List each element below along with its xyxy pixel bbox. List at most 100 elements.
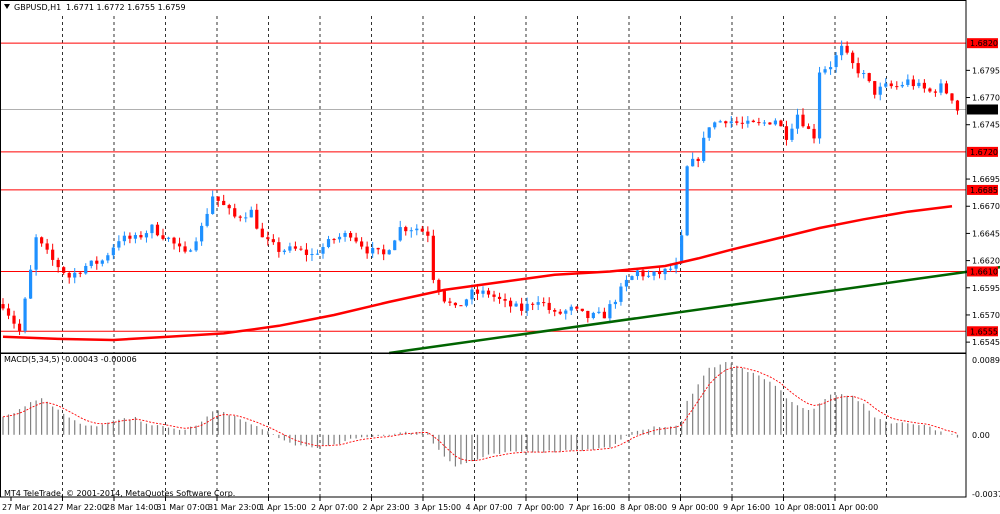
candle-body	[944, 83, 949, 94]
candle-body	[89, 260, 93, 266]
level-price-label: 1.6820	[970, 39, 998, 48]
ohlc-label: 1.6771 1.6772 1.6755 1.6759	[66, 3, 186, 12]
candle-body	[713, 122, 717, 128]
candle-body	[172, 237, 176, 244]
candle-body	[950, 93, 954, 101]
candle-body	[845, 45, 849, 53]
candle-body	[387, 250, 391, 255]
candle-body	[906, 79, 910, 85]
candle-body	[95, 260, 99, 264]
candle-body	[608, 304, 612, 319]
candle-body	[326, 239, 331, 248]
time-tick-label: 3 Apr 15:00	[414, 503, 461, 512]
candle-body	[691, 158, 695, 167]
candle-body	[531, 303, 535, 305]
symbol-label: GBPUSD,H1	[14, 3, 61, 12]
level-price-label: 1.6555	[970, 327, 998, 336]
moving-average-line	[2, 204, 953, 342]
time-tick-label: 27 Mar 22:00	[54, 503, 107, 512]
dropdown-triangle-icon[interactable]	[4, 4, 10, 9]
candle-body	[558, 311, 562, 314]
candle-body	[17, 323, 22, 331]
candle-body	[161, 235, 165, 239]
price-tick-label: 1.6545	[972, 338, 1000, 347]
candle-body	[382, 249, 386, 255]
level-price-tag	[967, 266, 998, 277]
candle-body	[657, 271, 662, 275]
candle-body	[23, 298, 27, 331]
time-tick-label: 9 Apr 00:00	[672, 503, 719, 512]
candle-body	[795, 114, 800, 129]
time-tick-label: 8 Apr 08:00	[620, 503, 667, 512]
watermark: MT4 TeleTrade, © 2001-2014, MetaQuotes S…	[4, 489, 235, 498]
candle-body	[453, 302, 458, 306]
candle-body	[464, 299, 469, 306]
candle-body	[751, 120, 755, 123]
candle-body	[348, 232, 353, 238]
candle-body	[45, 243, 49, 250]
time-tick-label: 27 Mar 2014	[2, 503, 53, 512]
candle-body	[680, 235, 684, 263]
horizontal-lines	[0, 42, 966, 332]
level-price-label: 1.6720	[970, 148, 998, 157]
candle-body	[332, 239, 336, 241]
candle-body	[900, 84, 904, 87]
candle-body	[437, 279, 441, 292]
candle-body	[873, 81, 877, 95]
price-tick-label: 1.6695	[972, 175, 1000, 184]
candle-body	[492, 294, 496, 297]
candle-body	[575, 306, 579, 309]
candle-body	[73, 272, 77, 278]
price-tick-label: 1.6620	[972, 257, 1000, 266]
candle-body	[177, 243, 182, 247]
price-tick-label: 1.6645	[972, 229, 1000, 238]
candle-body	[547, 302, 551, 311]
candle-body	[310, 254, 314, 256]
candle-body	[635, 270, 640, 277]
candle-body	[299, 248, 303, 250]
candle-body	[624, 279, 629, 287]
candle-body	[497, 296, 502, 300]
candle-body	[806, 126, 811, 129]
time-tick-label: 28 Mar 14:00	[105, 503, 158, 512]
candle-body	[481, 290, 485, 294]
time-tick-label: 11 Apr 00:00	[826, 503, 878, 512]
candle-body	[674, 262, 678, 269]
time-tick-label: 7 Apr 16:00	[569, 503, 616, 512]
candle-body	[442, 291, 446, 302]
candle-body	[895, 86, 899, 88]
candle-body	[707, 127, 711, 138]
candle-body	[128, 235, 132, 239]
candle-body	[580, 308, 584, 311]
candle-body	[1, 304, 5, 309]
candle-body	[817, 72, 822, 139]
candle-body	[630, 276, 634, 280]
candle-body	[735, 121, 739, 123]
time-tick-label: 31 Mar 07:00	[157, 503, 210, 512]
candle-body	[597, 311, 601, 313]
candle-body	[812, 128, 816, 139]
candle-body	[62, 267, 66, 273]
candle-body	[249, 209, 253, 218]
candle-body	[216, 196, 220, 201]
candle-body	[426, 231, 430, 236]
candle-body	[801, 114, 805, 127]
candle-body	[486, 290, 491, 295]
overlays	[2, 204, 1000, 355]
candle-body	[536, 302, 540, 305]
macd-tick-label: 0.00891	[972, 356, 1000, 365]
candle-body	[84, 265, 88, 274]
candle-body	[211, 196, 215, 214]
level-price-tag	[967, 38, 998, 49]
macd-signal-line	[2, 366, 958, 462]
time-tick-label: 31 Mar 23:00	[208, 503, 261, 512]
candle-body	[459, 305, 463, 307]
candle-body	[56, 259, 60, 268]
candle-body	[238, 216, 242, 218]
macd-tick-label: -0.00375	[972, 490, 1000, 499]
candle-body	[613, 301, 618, 305]
candle-body	[371, 247, 375, 254]
time-tick-label: 10 Apr 08:00	[775, 503, 827, 512]
candle-body	[28, 269, 33, 299]
time-tick-label: 2 Apr 07:00	[311, 503, 358, 512]
